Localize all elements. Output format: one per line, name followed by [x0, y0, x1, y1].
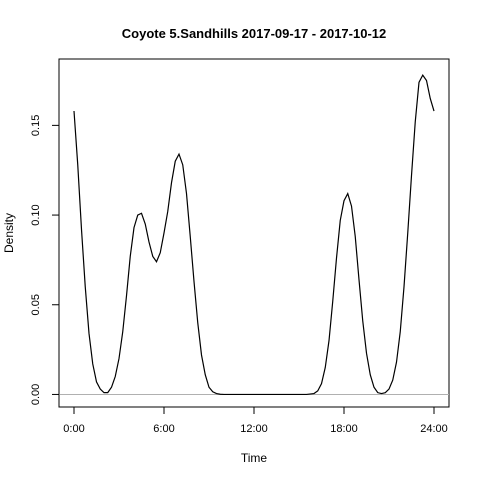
x-tick-label: 18:00 [330, 423, 358, 435]
y-axis-label: Density [2, 213, 16, 253]
y-axis: 0.00 0.05 0.10 0.15 [30, 115, 60, 405]
y-tick-label: 0.00 [30, 384, 42, 405]
x-tick-label: 6:00 [153, 423, 174, 435]
plot-frame [58, 58, 450, 408]
y-tick-label: 0.05 [30, 294, 42, 315]
chart-title: Coyote 5.Sandhills 2017-09-17 - 2017-10-… [122, 26, 386, 41]
x-tick-label: 24:00 [420, 423, 448, 435]
density-curve [73, 73, 435, 396]
x-axis-label: Time [241, 451, 268, 465]
x-tick-label: 12:00 [240, 423, 268, 435]
y-tick-label: 0.10 [30, 204, 42, 225]
x-axis: 0:00 6:00 12:00 18:00 24:00 [63, 406, 448, 435]
y-tick-label: 0.15 [30, 115, 42, 136]
x-tick-label: 0:00 [63, 423, 84, 435]
